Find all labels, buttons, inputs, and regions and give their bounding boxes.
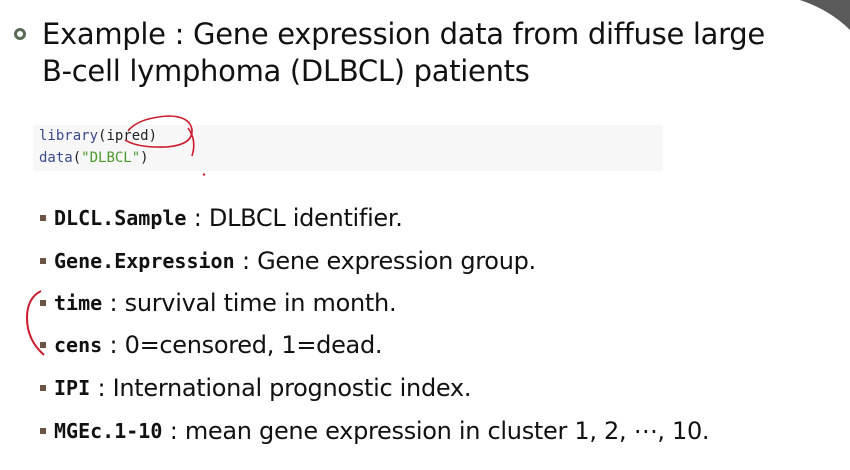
list-item: IPI : International prognostic index.: [40, 368, 471, 408]
separator: :: [102, 289, 124, 317]
code-string: "DLBCL": [81, 150, 140, 166]
square-bullet-icon: [40, 300, 46, 306]
variable-description: Gene expression group.: [257, 247, 536, 275]
code-paren-close: ): [140, 150, 148, 166]
heading-line-2: B-cell lymphoma (DLBCL) patients: [42, 53, 814, 90]
separator: :: [186, 204, 208, 232]
separator: :: [162, 417, 184, 445]
code-function: library: [39, 128, 98, 144]
variable-name: IPI: [54, 376, 90, 400]
square-bullet-icon: [40, 215, 46, 221]
variable-name: MGEc.1-10: [54, 419, 162, 443]
variable-description: survival time in month.: [125, 289, 397, 317]
variable-name: DLCL.Sample: [54, 206, 186, 230]
slide-heading: Example : Gene expression data from diff…: [14, 16, 814, 90]
square-bullet-icon: [40, 258, 46, 264]
heading-line-1: Example : Gene expression data from diff…: [42, 16, 814, 53]
separator: :: [102, 331, 124, 359]
variable-description: mean gene expression in cluster 1, 2, ⋯,…: [185, 417, 709, 445]
variable-description: International prognostic index.: [113, 374, 472, 402]
square-bullet-icon: [40, 428, 46, 434]
code-paren-close: ): [149, 128, 157, 144]
separator: :: [235, 247, 257, 275]
code-block: library(ipred) data("DLBCL"): [33, 125, 663, 171]
separator: :: [90, 374, 112, 402]
dot-annotation: [203, 174, 205, 175]
list-item: time : survival time in month.: [40, 283, 396, 323]
square-bullet-icon: [40, 385, 46, 391]
variable-name: cens: [54, 333, 102, 357]
code-argument: ipred: [106, 128, 148, 144]
code-line-data: data("DLBCL"): [39, 149, 149, 167]
variable-name: Gene.Expression: [54, 249, 235, 273]
list-item: cens : 0=censored, 1=dead.: [40, 325, 382, 365]
ring-bullet-icon: [14, 28, 26, 40]
square-bullet-icon: [40, 342, 46, 348]
variable-description: DLBCL identifier.: [209, 204, 403, 232]
code-function: data: [39, 150, 73, 166]
list-item: DLCL.Sample : DLBCL identifier.: [40, 198, 403, 238]
list-item: MGEc.1-10 : mean gene expression in clus…: [40, 411, 709, 451]
variable-description: 0=censored, 1=dead.: [125, 331, 383, 359]
code-line-library: library(ipred): [39, 127, 157, 145]
variable-name: time: [54, 291, 102, 315]
code-paren-open: (: [73, 150, 81, 166]
list-item: Gene.Expression : Gene expression group.: [40, 241, 536, 281]
